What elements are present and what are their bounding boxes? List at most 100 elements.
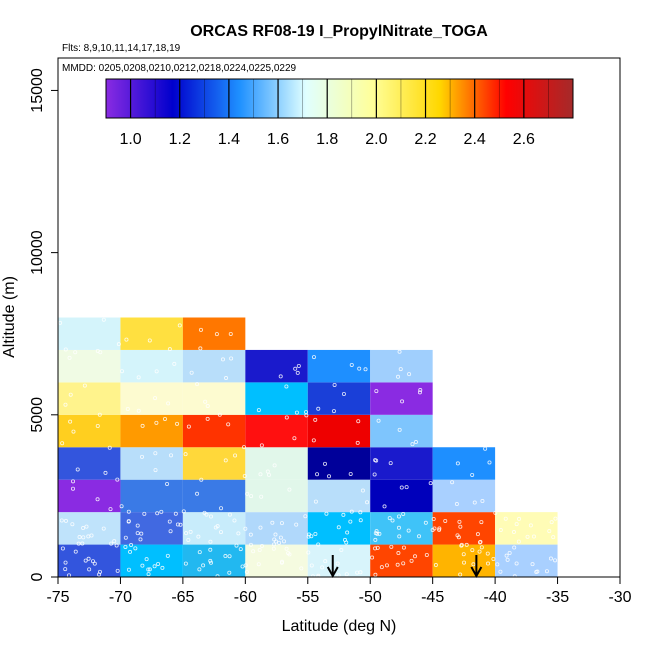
heatmap-cell [58, 512, 121, 545]
sample-point [234, 543, 239, 548]
y-axis-ticks: 0 5000 10000 15000 [29, 68, 58, 581]
heatmap-cell [245, 382, 308, 415]
sample-point [243, 563, 248, 568]
sample-point [63, 560, 68, 565]
sample-point [455, 461, 460, 466]
heatmap-cell [245, 447, 308, 480]
sample-point [477, 549, 482, 554]
sample-point [304, 410, 309, 415]
sample-point [282, 539, 287, 544]
sample-point [169, 453, 174, 458]
sample-point [90, 559, 95, 564]
sample-points [58, 317, 558, 579]
sample-point [177, 323, 182, 328]
sample-point [431, 517, 436, 522]
sample-point [461, 552, 466, 557]
sample-point [136, 408, 141, 413]
heatmap-cell [307, 349, 371, 383]
sample-point [388, 461, 393, 466]
sample-point [514, 522, 519, 527]
sample-point [358, 518, 363, 523]
heatmap-cell [120, 414, 183, 448]
chart-title: ORCAS RF08-19 I_PropylNitrate_TOGA [190, 23, 488, 40]
sample-point [153, 396, 158, 401]
sample-point [373, 537, 378, 542]
y-tick-label: 15000 [29, 68, 46, 113]
heatmap-cell [120, 349, 183, 383]
sample-point [424, 553, 429, 558]
sample-point [316, 406, 321, 411]
sample-point [377, 531, 382, 536]
sample-point [485, 551, 490, 556]
sample-point [242, 473, 247, 478]
sample-point [154, 369, 159, 374]
dates-note: MMDD: 0205,0208,0210,0212,0218,0224,0225… [62, 63, 297, 74]
x-tick-label: -65 [171, 589, 194, 606]
sample-point [195, 491, 200, 496]
sample-point [116, 342, 121, 347]
sample-point [165, 481, 170, 486]
sample-point [71, 479, 76, 484]
sample-point [140, 454, 145, 459]
sample-point [357, 366, 362, 371]
sample-point [331, 409, 336, 414]
sample-point [168, 529, 173, 534]
sample-point [249, 494, 254, 499]
sample-point [493, 510, 498, 515]
sample-point [516, 539, 521, 544]
heatmap-cell [58, 414, 121, 448]
sample-point [397, 427, 402, 432]
sample-point [58, 320, 63, 325]
sample-point [223, 554, 228, 559]
sample-point [349, 362, 354, 367]
y-tick-label: 10000 [29, 230, 46, 275]
sample-point [186, 537, 191, 542]
sample-point [101, 526, 106, 531]
sample-point [228, 331, 233, 336]
sample-point [172, 361, 177, 366]
heatmap-cell [120, 512, 183, 545]
sample-point [525, 534, 530, 539]
sample-point [266, 472, 271, 477]
y-axis-label: Altitude (m) [1, 276, 18, 358]
heatmap-cell [432, 447, 496, 480]
sample-point [360, 488, 365, 493]
sample-point [390, 518, 395, 523]
x-tick-label: -50 [359, 589, 382, 606]
sample-point [73, 549, 78, 554]
sample-point [472, 500, 477, 505]
sample-point [498, 528, 503, 533]
sample-point [83, 558, 88, 563]
heatmap-cell [370, 447, 433, 480]
sample-point [63, 347, 68, 352]
y-tick-label: 0 [29, 572, 46, 581]
sample-point [112, 539, 117, 544]
sample-point [201, 563, 206, 568]
sample-point [218, 530, 223, 535]
sample-point [553, 516, 558, 521]
sample-point [320, 565, 325, 570]
sample-point [355, 440, 360, 445]
sample-point [115, 568, 120, 573]
x-tick-label: -35 [546, 589, 569, 606]
sample-point [123, 544, 128, 549]
heatmap-cell [432, 479, 496, 513]
sample-point [175, 522, 180, 527]
sample-point [342, 537, 347, 542]
sample-point [407, 372, 412, 377]
sample-point [432, 526, 437, 531]
sample-point [259, 543, 264, 548]
sample-point [257, 548, 262, 553]
sample-point [92, 561, 97, 566]
sample-point [379, 565, 384, 570]
sample-point [68, 392, 73, 397]
sample-point [284, 415, 289, 420]
sample-point [417, 534, 422, 539]
sample-point [199, 477, 204, 482]
sample-point [202, 510, 207, 515]
heatmap-cell [307, 382, 371, 415]
sample-point [209, 560, 214, 565]
sample-point [63, 567, 68, 572]
sample-point [173, 511, 178, 516]
